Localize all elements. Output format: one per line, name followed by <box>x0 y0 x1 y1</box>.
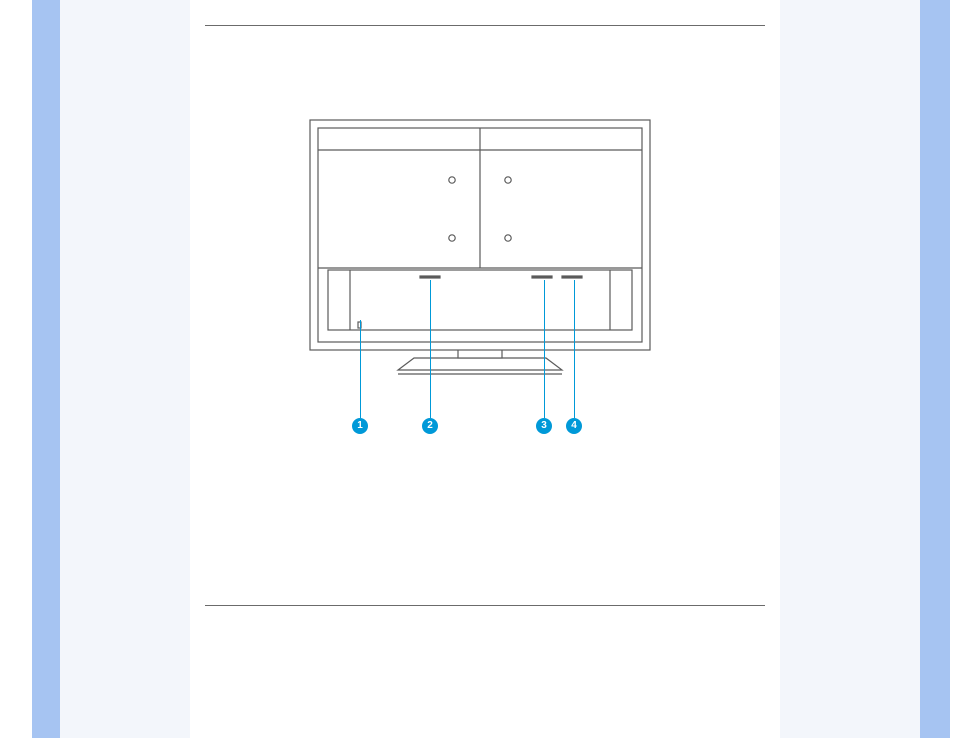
callout-line <box>574 280 575 418</box>
right-outer-stripe <box>920 0 950 738</box>
callout-line <box>360 320 361 418</box>
top-rule <box>205 25 765 26</box>
document-page: 1 2 34 <box>0 0 954 738</box>
right-inner-stripe <box>780 0 920 738</box>
callout-line <box>430 280 431 418</box>
callout-bubble: 1 <box>352 418 368 434</box>
callout-bubble: 2 <box>422 418 438 434</box>
bottom-rule <box>205 605 765 606</box>
callout-bubble: 3 <box>536 418 552 434</box>
monitor-rear-diagram <box>300 110 660 390</box>
left-inner-stripe <box>60 0 190 738</box>
left-outer-stripe <box>32 0 60 738</box>
callout-line <box>544 280 545 418</box>
callout-bubble: 4 <box>566 418 582 434</box>
